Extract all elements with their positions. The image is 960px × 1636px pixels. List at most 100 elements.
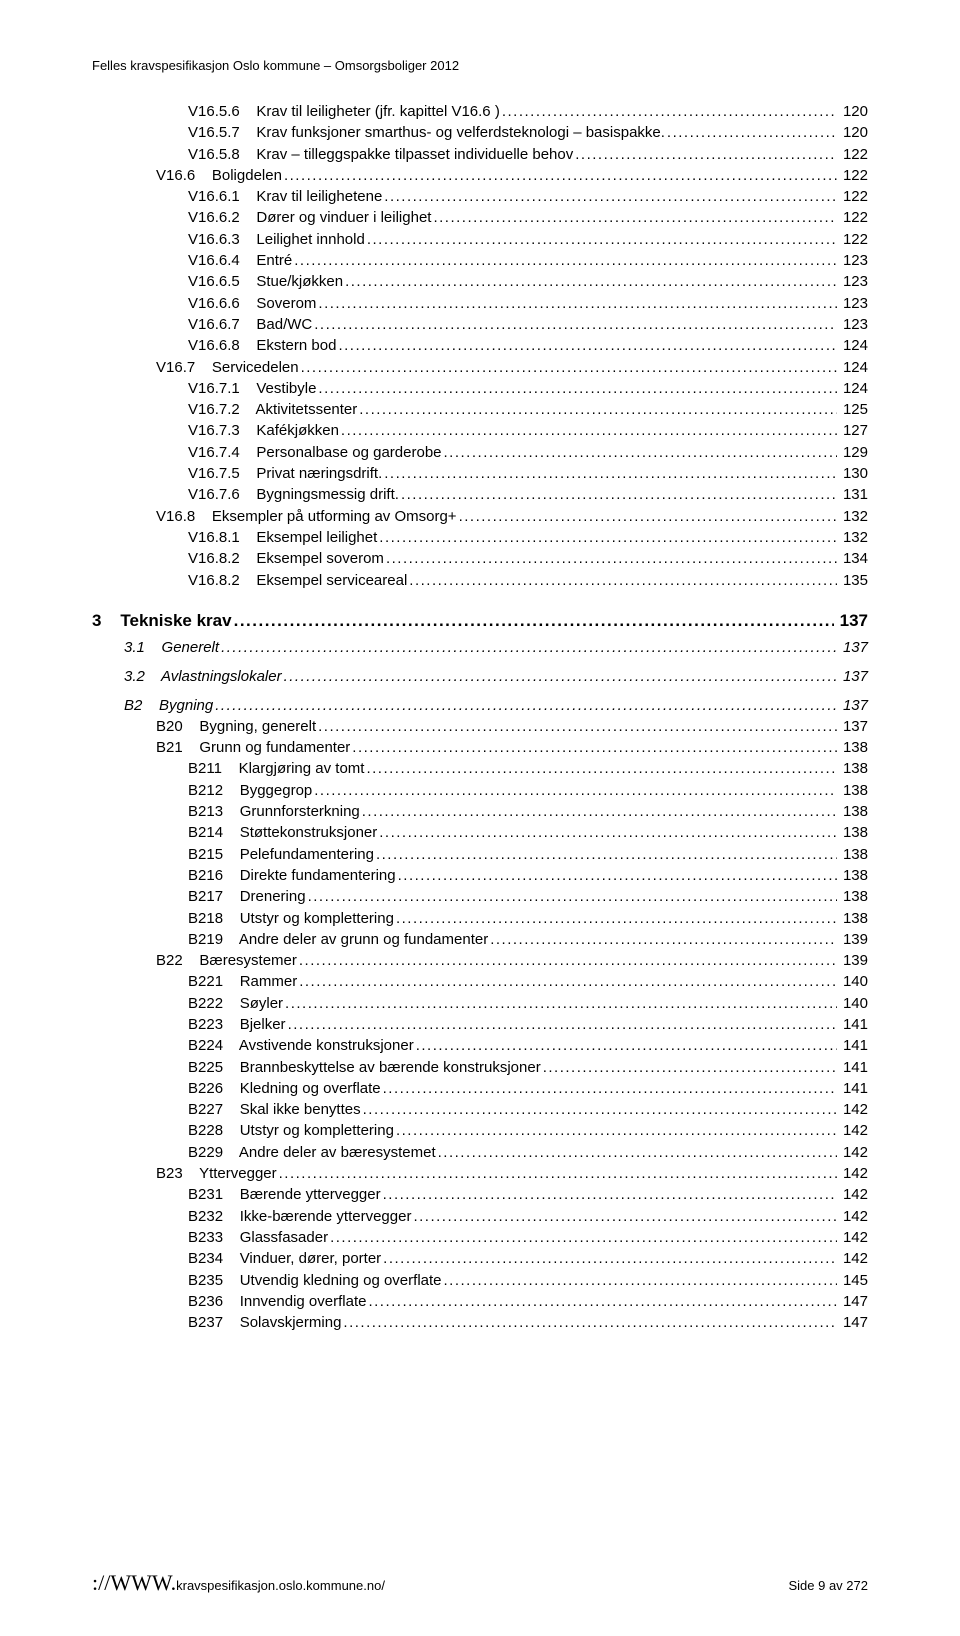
toc-dots [299,950,837,971]
toc-entry-label: V16.6 Boligdelen [156,165,282,186]
toc-entry-page: 138 [839,780,868,801]
toc-entry-page: 141 [839,1078,868,1099]
toc-entry-page: 120 [839,122,868,143]
toc-entry-page: 137 [839,697,868,714]
toc-dots [379,527,837,548]
toc-entry-label: V16.7 Servicedelen [156,357,299,378]
toc-entry-label: B221 Rammer [188,971,297,992]
toc-dots [401,484,837,505]
toc-subsection: 3.2 Avlastningslokaler 137 [92,668,868,685]
toc-entry-label: V16.6.6 Soverom [188,293,316,314]
toc-entry-page: 122 [839,186,868,207]
toc-entry-page: 140 [839,971,868,992]
toc-entry-page: 125 [839,399,868,420]
toc-entry-page: 137 [839,668,868,685]
toc-subsections-italic: 3.1 Generelt1373.2 Avlastningslokaler137… [92,639,868,714]
toc-entry: B218 Utstyr og komplettering138 [92,908,868,929]
toc-entry-label: V16.7.4 Personalbase og garderobe [188,442,442,463]
toc-dots [345,271,837,292]
toc-entry-label: B226 Kledning og overflate [188,1078,381,1099]
toc-entry-label: B217 Drenering [188,886,306,907]
toc-entry: V16.6.5 Stue/kjøkken123 [92,271,868,292]
toc-entry-page: 123 [839,293,868,314]
toc-section-v16: V16.5.6 Krav til leiligheter (jfr. kapit… [92,101,868,591]
toc-entry-label: B235 Utvendig kledning og overflate [188,1270,442,1291]
toc-entry-page: 140 [839,993,868,1014]
toc-entry: B222 Søyler 140 [92,993,868,1014]
toc-entry: V16.7.1 Vestibyle124 [92,378,868,399]
toc-entry-label: B214 Støttekonstruksjoner [188,822,377,843]
toc-entry-page: 132 [839,506,868,527]
toc-entry-label: B224 Avstivende konstruksjoner [188,1035,414,1056]
toc-entry-label: B216 Direkte fundamentering [188,865,396,886]
toc-entry-page: 147 [839,1291,868,1312]
toc-entry-label: V16.7.2 Aktivitetssenter [188,399,357,420]
toc-entry-page: 142 [839,1184,868,1205]
toc-entry-page: 131 [839,484,868,505]
toc-entry-label: B232 Ikke-bærende yttervegger [188,1206,411,1227]
toc-entry-label: B234 Vinduer, dører, porter [188,1248,381,1269]
toc-entry-page: 137 [839,639,868,656]
toc-entry: B233 Glassfasader142 [92,1227,868,1248]
toc-entry-page: 120 [839,101,868,122]
toc-dots [314,314,837,335]
toc-entry-label: B231 Bærende yttervegger [188,1184,381,1205]
toc-dots [330,1227,837,1248]
toc-dots [343,1312,837,1333]
toc-entry-label: 3.2 Avlastningslokaler [124,668,282,685]
toc-entry-label: V16.5.6 Krav til leiligheter (jfr. kapit… [188,101,500,122]
toc-entry-label: B23 Yttervegger [156,1163,277,1184]
toc-entry: B217 Drenering138 [92,886,868,907]
toc-entry-page: 138 [839,801,868,822]
toc-entry-label: V16.6.8 Ekstern bod [188,335,336,356]
toc-entry-label: V16.7.6 Bygningsmessig drift. [188,484,399,505]
toc-entry-page: 123 [839,314,868,335]
toc-entry-page: 127 [839,420,868,441]
toc-dots [285,993,837,1014]
toc-entry-label: V16.7.5 Privat næringsdrift. [188,463,382,484]
toc-dots [288,1014,837,1035]
toc-entry-label: V16.7.1 Vestibyle [188,378,316,399]
toc-entry: B211 Klargjøring av tomt138 [92,758,868,779]
toc-entry-label: B237 Solavskjerming [188,1312,341,1333]
toc-entry-page: 138 [839,737,868,758]
toc-entry: B212 Byggegrop138 [92,780,868,801]
toc-entry-label: B20 Bygning, generelt [156,716,316,737]
toc-entry-page: 139 [839,950,868,971]
toc-entry: V16.7.5 Privat næringsdrift.130 [92,463,868,484]
toc-entry-page: 145 [839,1270,868,1291]
toc-entry-page: 142 [839,1120,868,1141]
toc-dots [416,1035,837,1056]
toc-entry-label: V16.8 Eksempler på utforming av Omsorg+ [156,506,457,527]
toc-entry: B226 Kledning og overflate 141 [92,1078,868,1099]
toc-dots [279,1163,837,1184]
toc-entry-label: B218 Utstyr og komplettering [188,908,394,929]
toc-entry-label: B236 Innvendig overflate [188,1291,366,1312]
toc-entry-label: V16.6.5 Stue/kjøkken [188,271,343,292]
toc-dots [502,101,837,122]
toc-entry-label: V16.5.7 Krav funksjoner smarthus- og vel… [188,122,665,143]
toc-entry-label: V16.8.2 Eksempel soverom [188,548,384,569]
toc-entry-label: V16.5.8 Krav – tilleggspakke tilpasset i… [188,144,573,165]
toc-entry: B20 Bygning, generelt137 [92,716,868,737]
toc-dots [359,399,837,420]
toc-entry: V16.5.8 Krav – tilleggspakke tilpasset i… [92,144,868,165]
toc-dots [366,758,837,779]
toc-dots [396,908,837,929]
toc-entry-page: 132 [839,527,868,548]
toc-entry-label: V16.6.7 Bad/WC [188,314,312,335]
toc-entry: B231 Bærende yttervegger 142 [92,1184,868,1205]
toc-entry-page: 122 [839,144,868,165]
toc-dots [308,886,837,907]
toc-dots [398,865,837,886]
toc-entry-page: 138 [839,758,868,779]
toc-dots [341,420,837,441]
toc-entry: V16.7.4 Personalbase og garderobe129 [92,442,868,463]
toc-entry-page: 122 [839,165,868,186]
toc-entry-label: B222 Søyler [188,993,283,1014]
toc-entry: V16.7.3 Kafékjøkken127 [92,420,868,441]
toc-entry-page: 142 [839,1142,868,1163]
toc-dots [383,1184,837,1205]
toc-dots [368,1291,837,1312]
toc-entry: B214 Støttekonstruksjoner138 [92,822,868,843]
